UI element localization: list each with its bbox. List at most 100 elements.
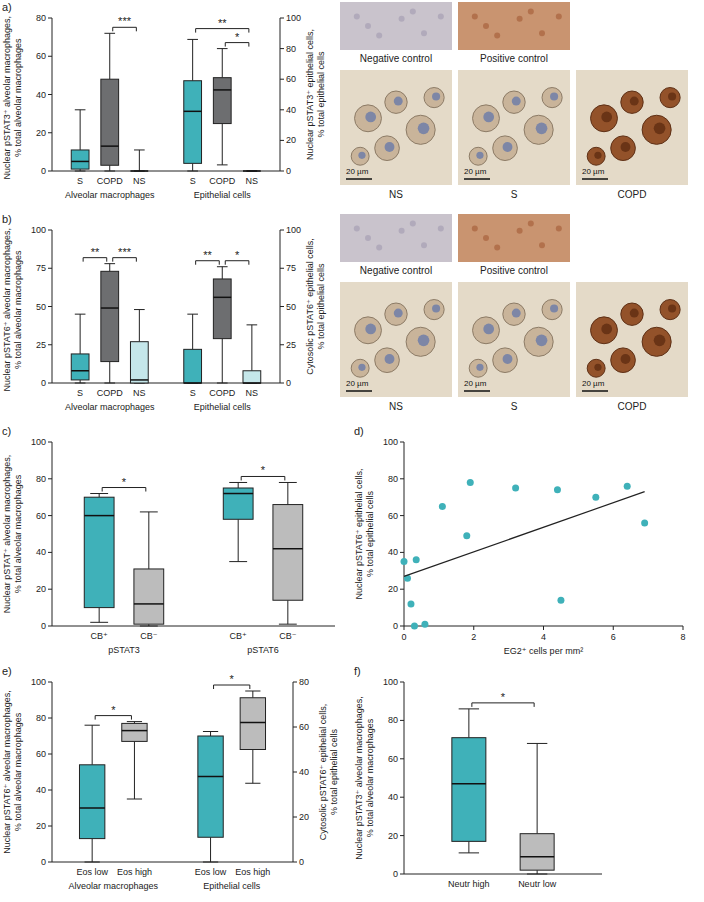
median xyxy=(122,730,147,732)
x-tick xyxy=(683,626,684,630)
whisker-high xyxy=(222,49,223,78)
x-tick xyxy=(543,626,544,630)
whisker-low xyxy=(109,362,110,383)
panel-label: e) xyxy=(2,665,12,677)
cell xyxy=(375,348,400,373)
whisker-cap-low xyxy=(459,852,479,853)
whisker-cap-high xyxy=(75,314,86,315)
nucleus xyxy=(512,97,521,106)
significance-bracket xyxy=(214,685,250,689)
micrograph xyxy=(340,214,452,262)
box xyxy=(122,723,147,741)
y-tick xyxy=(293,772,297,773)
whisker-cap-low xyxy=(245,783,260,784)
y-axis-line xyxy=(404,442,405,626)
texture xyxy=(517,228,523,234)
micrograph-label: Negative control xyxy=(360,53,432,64)
whisker-high xyxy=(238,482,239,488)
texture xyxy=(421,242,427,248)
y-axis-line xyxy=(280,18,281,171)
whisker-high xyxy=(537,743,538,833)
scale-bar xyxy=(582,390,608,392)
whisker-high xyxy=(139,310,140,342)
point xyxy=(467,479,474,486)
whisker-high xyxy=(287,482,288,504)
group-label: pSTAT3 xyxy=(108,645,140,655)
y-axis-line xyxy=(52,682,53,862)
cell xyxy=(469,359,487,377)
box xyxy=(101,79,119,165)
x-tick-label: 0 xyxy=(401,632,406,642)
nucleus xyxy=(536,123,548,135)
box xyxy=(84,497,114,607)
median xyxy=(243,382,261,384)
axis-title: Nuclear pSTAT3⁺ alveolar macrophages,% t… xyxy=(2,16,23,180)
y-tick-label: 0 xyxy=(393,621,398,631)
significance-label: * xyxy=(501,691,506,703)
axis-title: Nuclear pSTAT6⁺ alveolar macrophages,% t… xyxy=(2,690,23,854)
scale-bar-label: 20 µm xyxy=(464,167,487,176)
y-tick-label: 60 xyxy=(36,511,46,521)
y-tick-label: 100 xyxy=(383,677,398,687)
cell xyxy=(424,88,444,108)
texture xyxy=(539,242,545,248)
y-tick xyxy=(400,758,404,759)
whisker-cap-high xyxy=(127,721,142,722)
x-axis-line xyxy=(52,383,280,384)
y-tick-label: 0 xyxy=(393,869,398,879)
y-tick-label: 100 xyxy=(286,225,301,235)
scale-bar xyxy=(346,390,372,392)
y-tick xyxy=(280,383,284,384)
whisker-high xyxy=(222,267,223,279)
cell xyxy=(493,136,518,161)
scale-bar-label: 20 µm xyxy=(346,167,369,176)
micrograph xyxy=(458,214,570,262)
y-tick xyxy=(48,132,52,133)
cell xyxy=(621,303,643,325)
whisker-cap-high xyxy=(217,266,228,267)
y-tick xyxy=(48,94,52,95)
median xyxy=(71,370,89,372)
whisker-cap-high xyxy=(229,482,247,483)
whisker-high xyxy=(92,725,93,765)
box xyxy=(213,279,231,339)
whisker-cap-low xyxy=(203,862,218,863)
y-tick-label: 20 xyxy=(388,831,398,841)
whisker-high xyxy=(99,494,100,498)
texture xyxy=(517,16,523,22)
point xyxy=(407,600,414,607)
box xyxy=(240,698,265,750)
y-tick-label: 40 xyxy=(36,547,46,557)
nucleus xyxy=(394,97,403,106)
label-patch xyxy=(462,378,496,388)
whisker-high xyxy=(148,512,149,569)
axis-title: EG2⁺ cells per mm² xyxy=(504,646,583,656)
box-label: COPD xyxy=(209,176,236,186)
y-tick-label: 40 xyxy=(286,105,296,115)
box xyxy=(130,171,148,172)
median xyxy=(184,111,202,113)
whisker-cap-high xyxy=(187,314,198,315)
box-label: COPD xyxy=(209,388,236,398)
box-label: Eos low xyxy=(76,867,108,877)
whisker-cap-high xyxy=(459,708,479,709)
y-tick-label: 80 xyxy=(36,13,46,23)
whisker-cap-high xyxy=(134,309,145,310)
page: {"chart_data": [ {"type": "box", "panel"… xyxy=(0,0,704,902)
median xyxy=(130,379,148,381)
y-tick xyxy=(280,109,284,110)
box xyxy=(243,171,261,172)
micrograph xyxy=(340,2,452,50)
whisker-cap-high xyxy=(187,39,198,40)
plot-marks xyxy=(71,264,261,383)
box-label: Eos low xyxy=(195,867,227,877)
y-tick xyxy=(48,306,52,307)
box-label: COPD xyxy=(97,388,124,398)
cell xyxy=(473,105,500,132)
trendline xyxy=(404,492,645,577)
nucleus xyxy=(601,324,612,335)
point xyxy=(557,597,564,604)
y-tick-label: 0 xyxy=(299,857,304,867)
axis-title: Nuclear pSTAT⁺ alveolar macrophages,% to… xyxy=(2,455,23,613)
label-patch xyxy=(344,166,378,176)
